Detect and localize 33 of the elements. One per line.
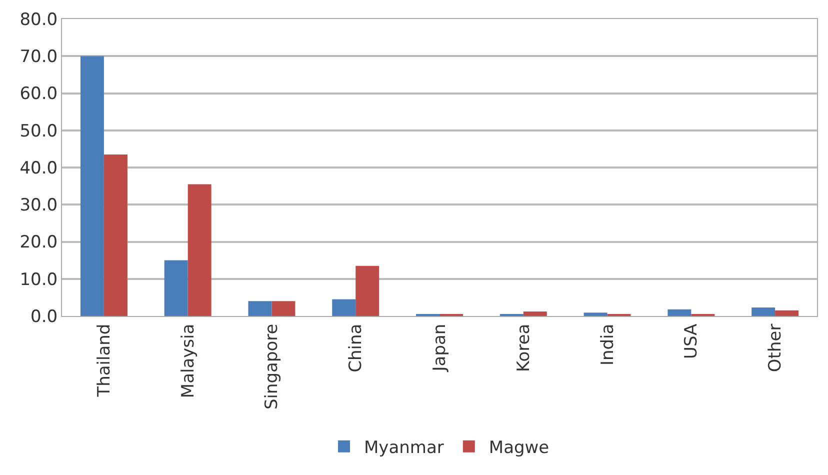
x-tick-label: Thailand — [94, 324, 114, 398]
y-tick-label: 0.0 — [30, 306, 58, 327]
bar — [332, 299, 356, 316]
bar — [164, 260, 188, 316]
bar — [356, 266, 380, 316]
x-tick-label: USA — [682, 323, 702, 359]
y-tick-label: 70.0 — [20, 47, 58, 68]
y-tick-label: 50.0 — [20, 121, 58, 142]
x-tick-label: Other — [766, 324, 786, 372]
y-tick-label: 60.0 — [20, 84, 58, 104]
x-tick-label: Malaysia — [178, 324, 198, 398]
bar — [188, 184, 212, 316]
x-tick-label: Japan — [430, 324, 450, 372]
bar — [752, 307, 776, 316]
x-tick-label: Korea — [514, 324, 534, 372]
bar — [584, 312, 608, 316]
bar — [80, 56, 104, 316]
y-tick-label: 10.0 — [20, 270, 58, 290]
y-tick-label: 30.0 — [20, 196, 58, 216]
y-tick-label: 20.0 — [20, 232, 58, 253]
x-tick-label: India — [598, 324, 618, 366]
bar — [272, 301, 296, 316]
bar — [668, 309, 692, 316]
bar — [104, 154, 128, 316]
x-tick-label: China — [346, 324, 366, 372]
legend-label: Myanmar — [364, 438, 444, 458]
bar — [248, 301, 272, 316]
legend-label: Magwe — [488, 438, 550, 458]
bar — [523, 312, 547, 316]
y-tick-label: 80.0 — [20, 10, 58, 30]
y-tick-label: 40.0 — [20, 158, 58, 178]
bar — [775, 310, 799, 316]
x-tick-label: Singapore — [262, 324, 282, 410]
